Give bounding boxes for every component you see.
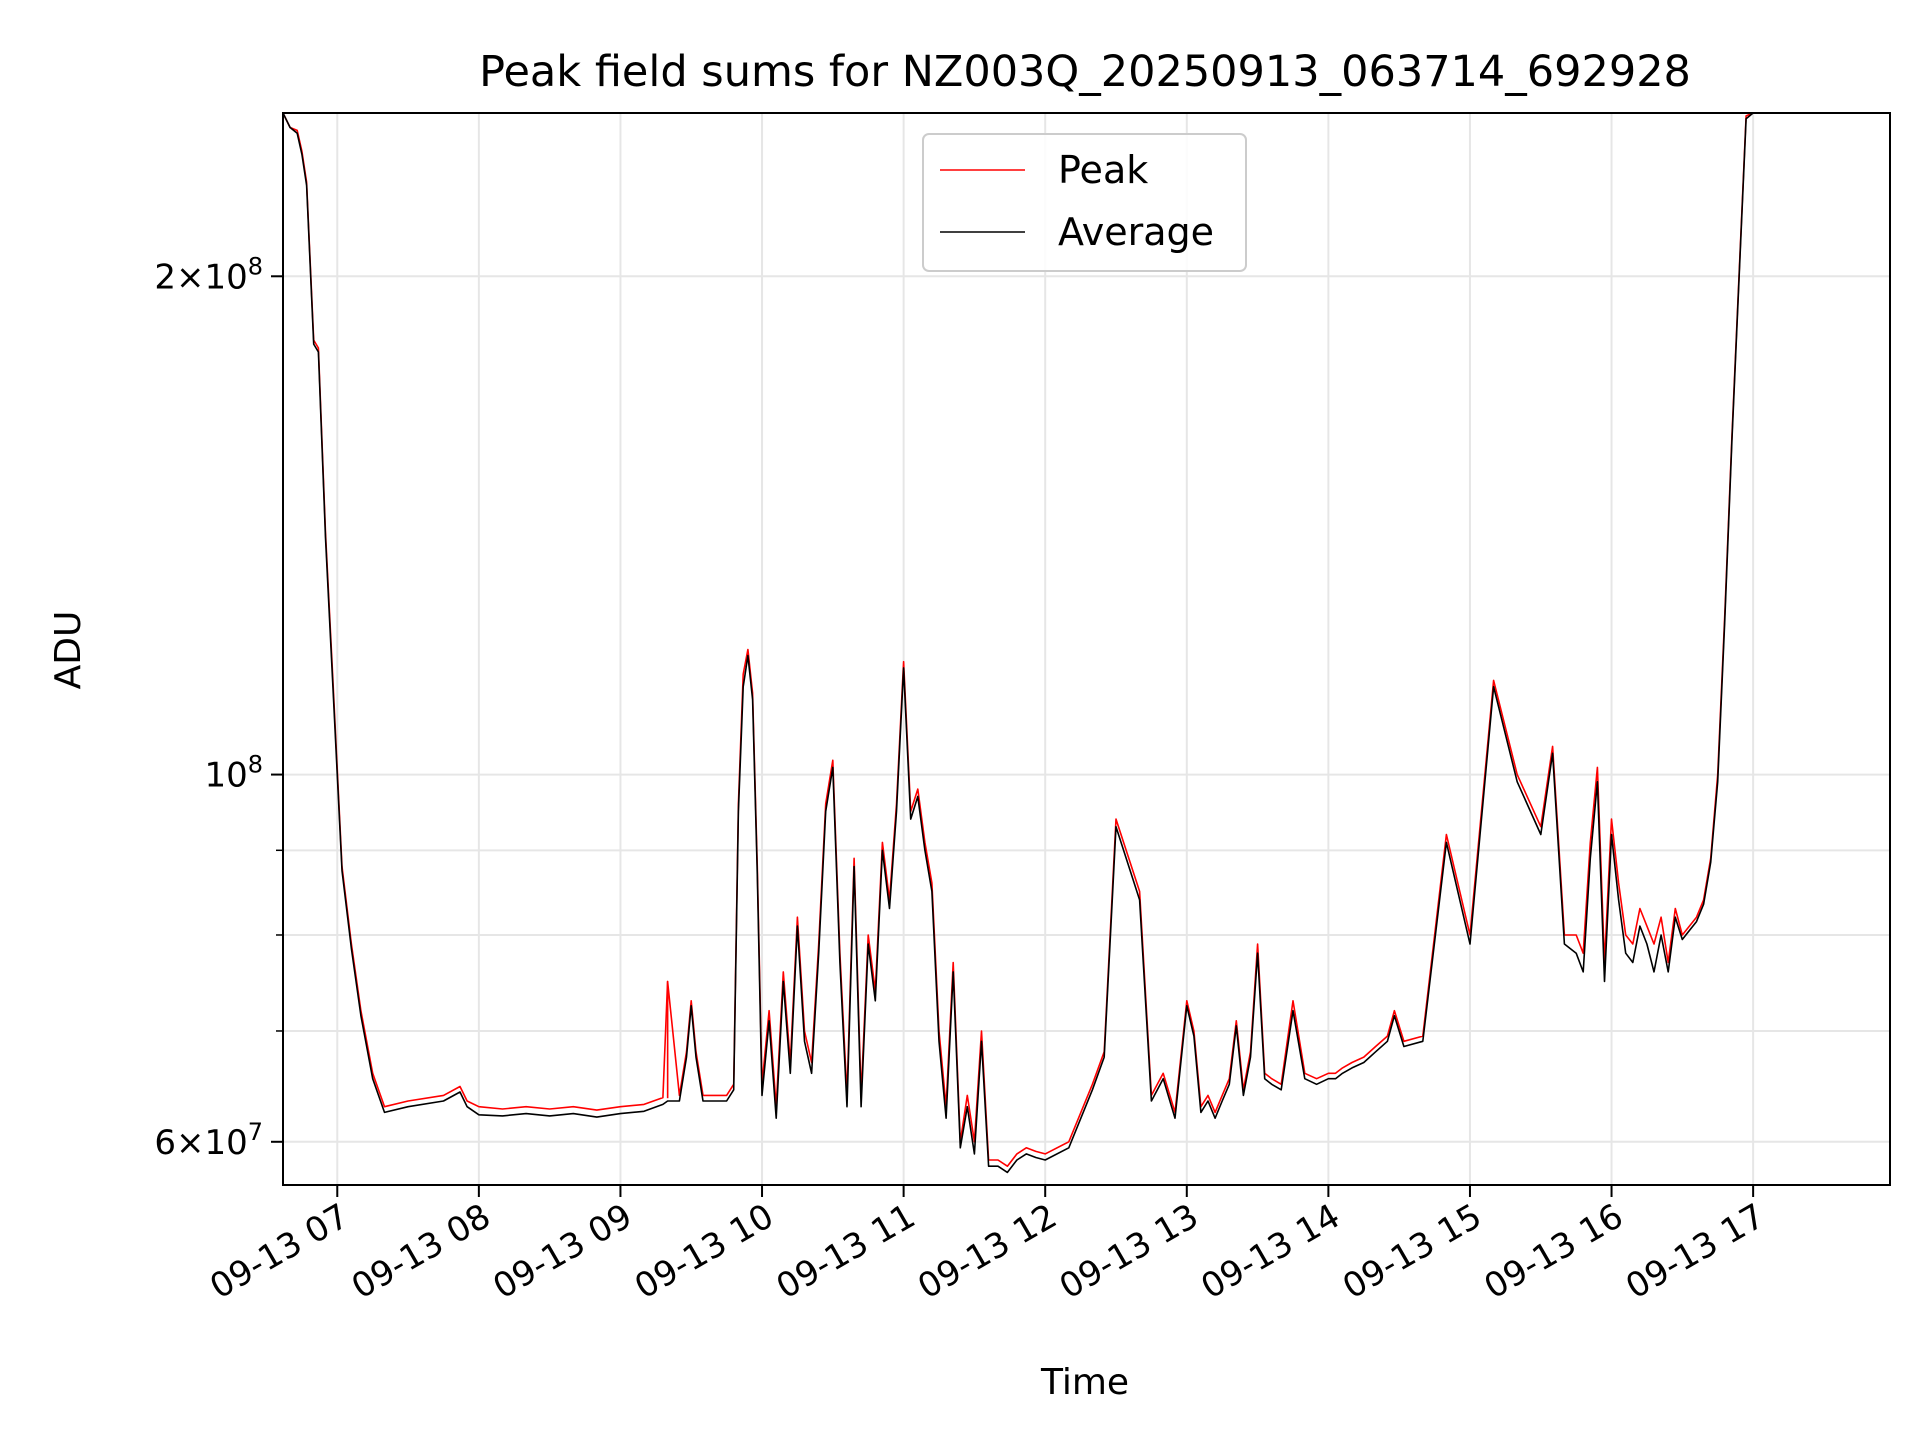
y-tick-label: 2×108 bbox=[154, 252, 263, 297]
series-layer bbox=[283, 113, 1754, 1174]
legend-box bbox=[922, 133, 1247, 272]
series-average-line bbox=[283, 113, 1754, 1174]
legend-average-label: Average bbox=[1058, 210, 1214, 254]
y-tick-label: 6×107 bbox=[154, 1118, 263, 1163]
legend: Peak Average bbox=[922, 133, 1247, 272]
plot-frame bbox=[282, 112, 1891, 1186]
y-axis-label: ADU bbox=[48, 611, 89, 690]
grid bbox=[283, 113, 1890, 1185]
legend-peak-label: Peak bbox=[1058, 148, 1148, 192]
x-axis-label: Time bbox=[1040, 1362, 1129, 1403]
series-peak-line bbox=[283, 113, 1754, 1167]
chart-title: Peak field sums for NZ003Q_20250913_0637… bbox=[479, 47, 1691, 97]
